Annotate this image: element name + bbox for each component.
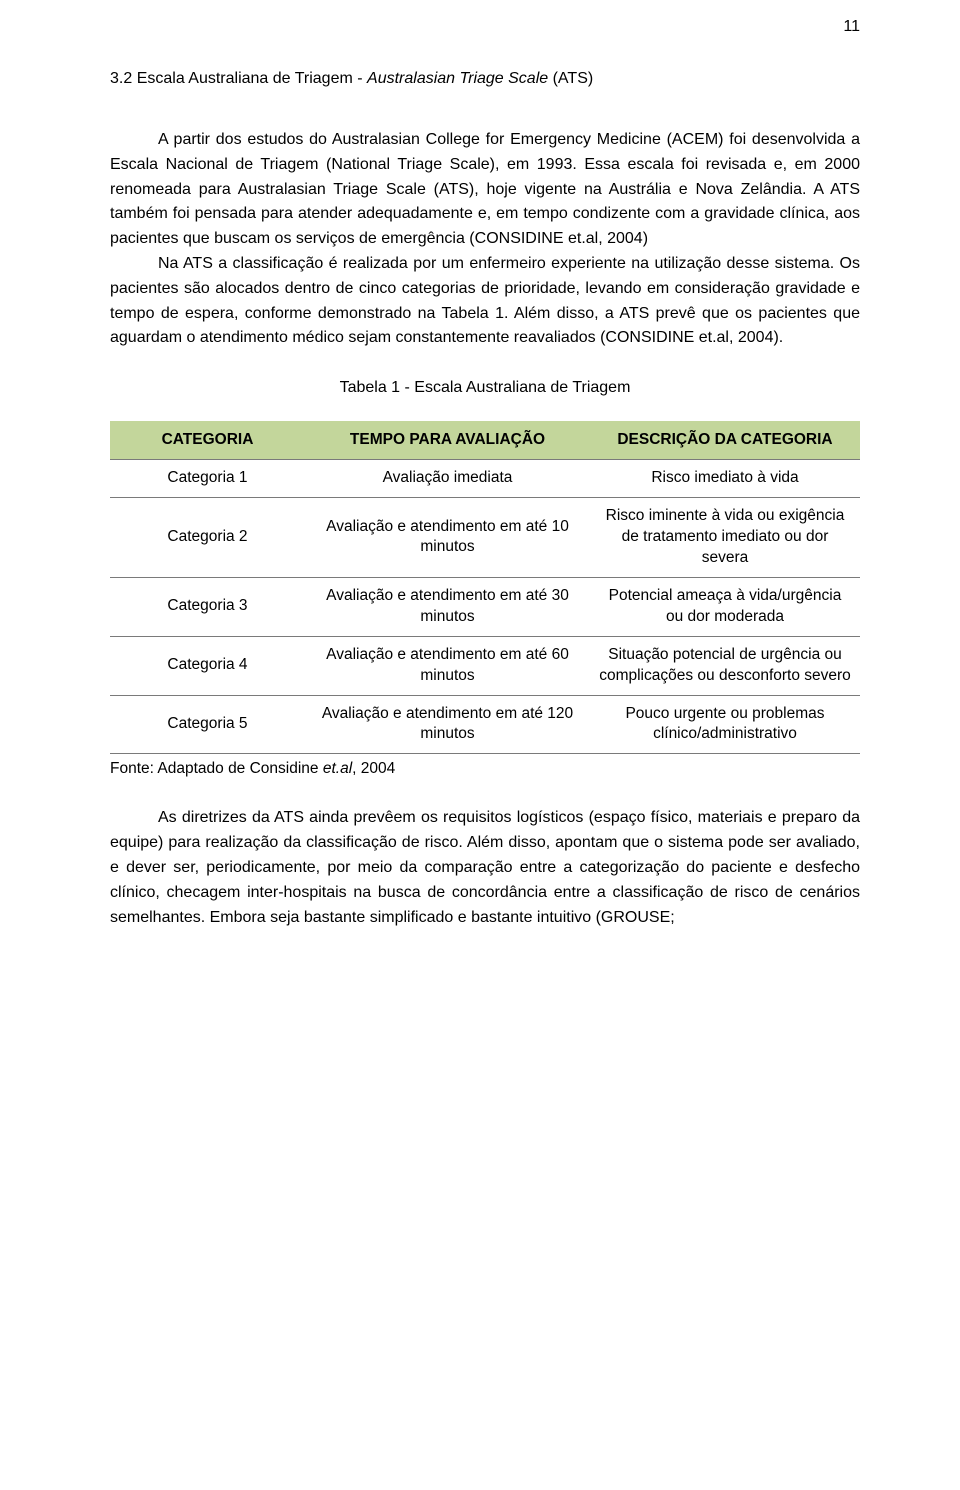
table-source: Fonte: Adaptado de Considine et.al, 2004 [110, 760, 860, 778]
table-cell: Categoria 5 [110, 695, 305, 754]
table-cell: Avaliação imediata [305, 460, 590, 498]
table-cell: Categoria 3 [110, 577, 305, 636]
heading-italic: Australasian Triage Scale [367, 70, 548, 87]
section-heading: 3.2 Escala Australiana de Triagem - Aust… [110, 70, 860, 88]
source-prefix: Fonte: Adaptado de Considine [110, 760, 323, 777]
table-cell: Avaliação e atendimento em até 30 minuto… [305, 577, 590, 636]
table-header-row: CATEGORIA TEMPO PARA AVALIAÇÃO DESCRIÇÃO… [110, 421, 860, 460]
paragraph-1-text: A partir dos estudos do Australasian Col… [110, 131, 860, 247]
table-header: CATEGORIA [110, 421, 305, 460]
paragraph-3-text: As diretrizes da ATS ainda prevêem os re… [110, 809, 860, 925]
table-row: Categoria 3 Avaliação e atendimento em a… [110, 577, 860, 636]
table-row: Categoria 1 Avaliação imediata Risco ime… [110, 460, 860, 498]
table-cell: Risco imediato à vida [590, 460, 860, 498]
table-body: Categoria 1 Avaliação imediata Risco ime… [110, 460, 860, 754]
table-header: DESCRIÇÃO DA CATEGORIA [590, 421, 860, 460]
table-cell: Avaliação e atendimento em até 120 minut… [305, 695, 590, 754]
paragraph-3: As diretrizes da ATS ainda prevêem os re… [110, 806, 860, 930]
source-suffix: , 2004 [352, 760, 395, 777]
table-cell: Avaliação e atendimento em até 10 minuto… [305, 498, 590, 578]
paragraph-1: A partir dos estudos do Australasian Col… [110, 128, 860, 351]
table-caption: Tabela 1 - Escala Australiana de Triagem [110, 379, 860, 397]
table-cell: Situação potencial de urgência ou compli… [590, 636, 860, 695]
heading-suffix: (ATS) [548, 70, 593, 87]
page-number: 11 [843, 18, 860, 36]
source-italic: et.al [323, 760, 352, 777]
heading-prefix: 3.2 Escala Australiana de Triagem - [110, 70, 367, 87]
triage-table: CATEGORIA TEMPO PARA AVALIAÇÃO DESCRIÇÃO… [110, 421, 860, 754]
table-cell: Avaliação e atendimento em até 60 minuto… [305, 636, 590, 695]
paragraph-2-text: Na ATS a classificação é realizada por u… [110, 255, 860, 346]
table-cell: Categoria 1 [110, 460, 305, 498]
table-row: Categoria 4 Avaliação e atendimento em a… [110, 636, 860, 695]
table-cell: Potencial ameaça à vida/urgência ou dor … [590, 577, 860, 636]
table-header: TEMPO PARA AVALIAÇÃO [305, 421, 590, 460]
table-row: Categoria 5 Avaliação e atendimento em a… [110, 695, 860, 754]
table-cell: Categoria 4 [110, 636, 305, 695]
table-cell: Categoria 2 [110, 498, 305, 578]
table-row: Categoria 2 Avaliação e atendimento em a… [110, 498, 860, 578]
table-cell: Pouco urgente ou problemas clínico/admin… [590, 695, 860, 754]
document-page: 11 3.2 Escala Australiana de Triagem - A… [0, 0, 960, 930]
table-cell: Risco iminente à vida ou exigência de tr… [590, 498, 860, 578]
